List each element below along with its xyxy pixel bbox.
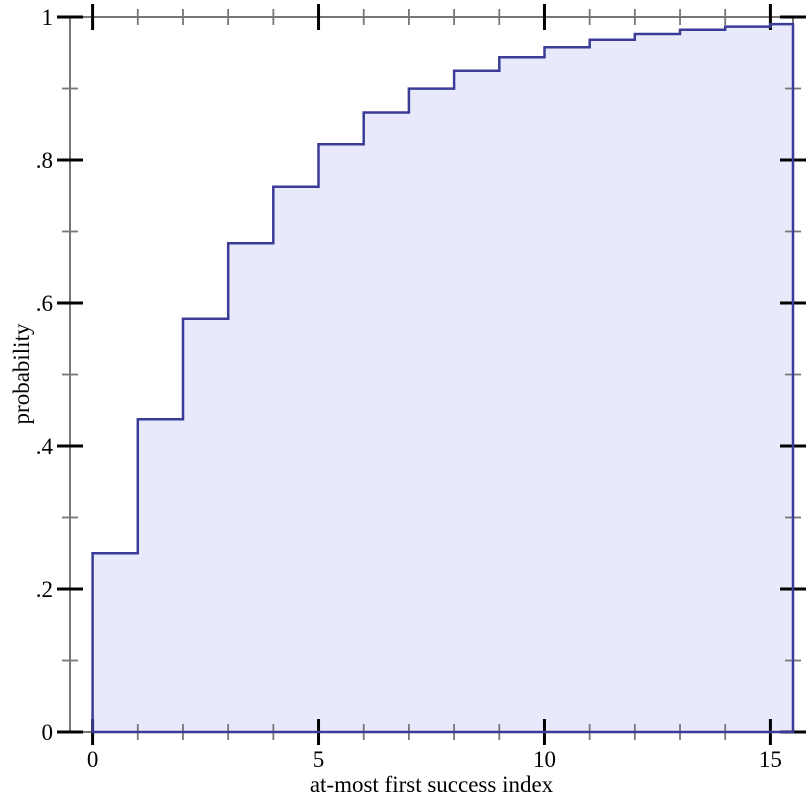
y-tick-label-.2: .2 bbox=[36, 577, 53, 602]
y-tick-label-.8: .8 bbox=[36, 148, 53, 173]
y-tick-label-.6: .6 bbox=[36, 291, 53, 316]
x-tick-label-5: 5 bbox=[313, 747, 325, 772]
y-tick-label-.4: .4 bbox=[36, 434, 54, 459]
y-tick-label-1: 1 bbox=[42, 5, 54, 30]
x-tick-label-15: 15 bbox=[759, 747, 782, 772]
cdf-line bbox=[91, 22, 795, 734]
cdf-area bbox=[92, 24, 794, 733]
y-tick-label-0: 0 bbox=[42, 720, 54, 745]
x-tick-label-0: 0 bbox=[87, 747, 99, 772]
x-axis-title: at-most first success index bbox=[309, 772, 554, 797]
y-axis-title: probability bbox=[9, 323, 34, 425]
x-tick-label-10: 10 bbox=[533, 747, 556, 772]
